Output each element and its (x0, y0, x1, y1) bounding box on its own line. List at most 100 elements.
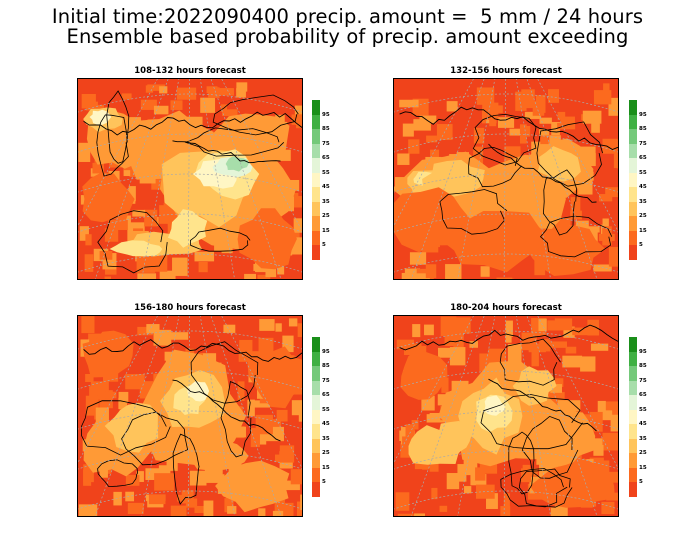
colorbar-swatch (312, 230, 320, 246)
colorbar-swatch (312, 245, 320, 260)
colorbar-labels-1: 95 85 75 65 55 45 35 25 15 5 (322, 100, 346, 260)
probability-field (394, 79, 618, 279)
colorbar-tick-label: 75 (639, 377, 647, 384)
colorbar-2 (629, 100, 637, 260)
forecast-map-1 (77, 78, 303, 280)
colorbar-tick-label: 75 (322, 377, 330, 384)
colorbar-swatch (312, 438, 320, 454)
colorbar-swatch (312, 172, 320, 188)
colorbar-tick-label: 15 (639, 227, 647, 234)
colorbar-swatch (629, 482, 637, 497)
colorbar-tick-label: 95 (639, 348, 647, 355)
colorbar-swatch (312, 201, 320, 217)
colorbar-labels-2: 95 85 75 65 55 45 35 25 15 5 (639, 100, 663, 260)
colorbar-swatch (312, 114, 320, 130)
panel-title-1: 108-132 hours forecast (134, 66, 246, 76)
colorbar-3 (312, 337, 320, 497)
colorbar-tick-label: 35 (322, 435, 330, 442)
probability-field (394, 316, 618, 516)
colorbar-swatch (629, 380, 637, 396)
colorbar-tick-label: 55 (639, 406, 647, 413)
colorbar-tick-label: 25 (322, 450, 330, 457)
colorbar-tick-label: 25 (639, 213, 647, 220)
colorbar-tick-label: 55 (322, 169, 330, 176)
forecast-map-3 (77, 315, 303, 517)
probability-field (78, 316, 302, 516)
colorbar-swatch (312, 380, 320, 396)
colorbar-swatch (629, 467, 637, 483)
colorbar-swatch (629, 143, 637, 159)
colorbar-swatch (629, 172, 637, 188)
colorbar-swatch (629, 129, 637, 144)
colorbar-swatch (312, 409, 320, 425)
colorbar-swatch (629, 245, 637, 260)
colorbar-tick-label: 45 (322, 421, 330, 428)
colorbar-swatch (629, 395, 637, 410)
colorbar-labels-4: 95 85 75 65 55 45 35 25 15 5 (639, 337, 663, 497)
colorbar-tick-label: 5 (322, 479, 326, 486)
colorbar-swatch (629, 438, 637, 454)
colorbar-tick-label: 95 (322, 111, 330, 118)
colorbar-swatch (312, 351, 320, 367)
colorbar-tick-label: 95 (639, 111, 647, 118)
colorbar-swatch (629, 187, 637, 202)
colorbar-swatch (312, 467, 320, 483)
colorbar-tick-label: 45 (639, 421, 647, 428)
colorbar-swatch (629, 201, 637, 217)
colorbar-swatch (312, 100, 320, 115)
chart-subtitle: Ensemble based probability of precip. am… (66, 25, 629, 48)
colorbar-swatch (312, 187, 320, 202)
colorbar-swatch (629, 337, 637, 352)
colorbar-tick-label: 85 (322, 126, 330, 133)
colorbar-tick-label: 15 (322, 227, 330, 234)
colorbar-swatch (629, 424, 637, 439)
colorbar-tick-label: 25 (639, 450, 647, 457)
colorbar-tick-label: 95 (322, 348, 330, 355)
colorbar-tick-label: 65 (322, 155, 330, 162)
colorbar-swatch (629, 230, 637, 246)
colorbar-4 (629, 337, 637, 497)
colorbar-tick-label: 25 (322, 213, 330, 220)
colorbar-swatch (629, 114, 637, 130)
colorbar-swatch (629, 453, 637, 468)
colorbar-tick-label: 85 (639, 126, 647, 133)
forecast-map-2 (393, 78, 619, 280)
colorbar-swatch (312, 366, 320, 381)
colorbar-tick-label: 75 (322, 140, 330, 147)
colorbar-1 (312, 100, 320, 260)
colorbar-swatch (312, 158, 320, 173)
colorbar-tick-label: 15 (639, 464, 647, 471)
colorbar-swatch (629, 366, 637, 381)
colorbar-tick-label: 65 (322, 392, 330, 399)
colorbar-tick-label: 5 (322, 242, 326, 249)
colorbar-labels-3: 95 85 75 65 55 45 35 25 15 5 (322, 337, 346, 497)
colorbar-swatch (312, 337, 320, 352)
colorbar-tick-label: 5 (639, 479, 643, 486)
colorbar-tick-label: 55 (639, 169, 647, 176)
colorbar-tick-label: 85 (322, 363, 330, 370)
colorbar-swatch (629, 158, 637, 173)
panel-title-3: 156-180 hours forecast (134, 303, 246, 313)
colorbar-swatch (312, 395, 320, 410)
colorbar-swatch (629, 100, 637, 115)
colorbar-tick-label: 35 (639, 435, 647, 442)
panel-title-4: 180-204 hours forecast (450, 303, 562, 313)
colorbar-swatch (629, 351, 637, 367)
colorbar-tick-label: 65 (639, 392, 647, 399)
colorbar-tick-label: 45 (322, 184, 330, 191)
chart-title: Initial time:2022090400 precip. amount =… (51, 5, 644, 28)
panel-title-2: 132-156 hours forecast (450, 66, 562, 76)
colorbar-tick-label: 85 (639, 363, 647, 370)
colorbar-tick-label: 35 (322, 198, 330, 205)
colorbar-tick-label: 75 (639, 140, 647, 147)
colorbar-swatch (312, 129, 320, 144)
colorbar-swatch (312, 143, 320, 159)
colorbar-tick-label: 65 (639, 155, 647, 162)
forecast-map-4 (393, 315, 619, 517)
colorbar-swatch (629, 409, 637, 425)
colorbar-swatch (312, 216, 320, 231)
colorbar-tick-label: 45 (639, 184, 647, 191)
colorbar-tick-label: 55 (322, 406, 330, 413)
colorbar-tick-label: 35 (639, 198, 647, 205)
colorbar-swatch (629, 216, 637, 231)
